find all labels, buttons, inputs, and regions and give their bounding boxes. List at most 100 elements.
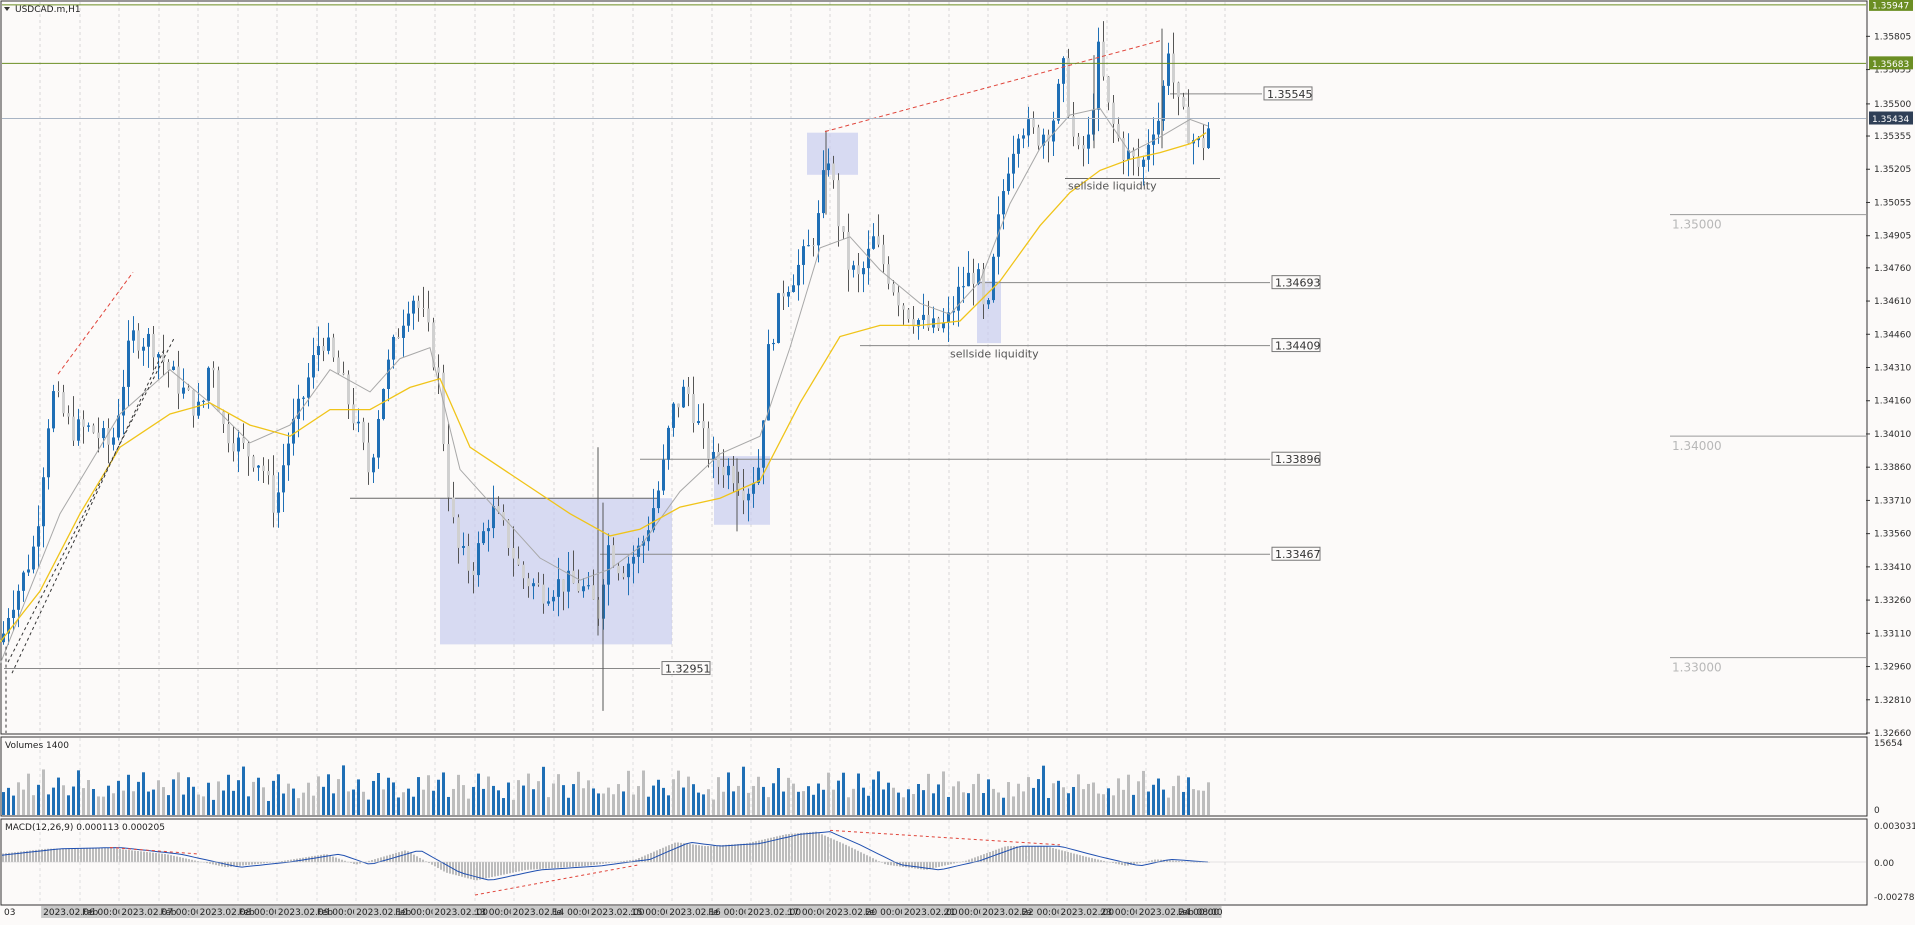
volume-bar [552, 783, 555, 815]
candle-body [702, 421, 705, 429]
candle-body [657, 490, 660, 509]
macd-histogram-bar [806, 832, 808, 862]
candle-body [622, 573, 625, 578]
price-tick-label: 1.32810 [1874, 696, 1911, 706]
price-level-box [1271, 338, 1321, 353]
volumes-frame [0, 736, 1868, 817]
candle-body [512, 547, 515, 559]
macd-histogram-bar [563, 862, 565, 868]
price-level-label: 1.35545 [1267, 88, 1313, 101]
volume-bar [182, 794, 185, 815]
macd-histogram-bar [764, 839, 766, 862]
volume-bar [1167, 797, 1170, 815]
candle-body [997, 214, 1000, 257]
candle-body [662, 459, 665, 491]
macd-histogram-bar [722, 845, 724, 862]
macd-histogram-bar [341, 859, 343, 862]
macd-histogram-bar [863, 853, 865, 862]
macd-histogram-bar [89, 847, 91, 862]
macd-histogram-bar [719, 845, 721, 862]
candle-body [472, 570, 475, 576]
round-level-label: 1.34000 [1672, 439, 1722, 453]
macd-histogram-bar [473, 862, 475, 880]
volume-bar [1052, 783, 1055, 815]
macd-histogram-bar [1154, 859, 1156, 862]
candle-body [492, 506, 495, 529]
macd-histogram-bar [1118, 862, 1120, 865]
candle-body [1107, 76, 1110, 103]
macd-histogram-bar [266, 862, 268, 863]
date-label-bg [197, 906, 283, 918]
volume-bar [187, 777, 190, 815]
candle-body [722, 466, 725, 476]
macd-histogram-bar [845, 844, 847, 862]
macd-histogram-bar [245, 862, 247, 866]
macd-histogram-bar [257, 862, 259, 864]
macd-histogram-bar [782, 834, 784, 862]
macd-histogram-bar [569, 862, 571, 868]
candle-body [117, 415, 120, 438]
candle-body [947, 312, 950, 323]
macd-histogram-bar [833, 839, 835, 862]
candle-body [497, 506, 500, 513]
macd-histogram-bar [239, 862, 241, 866]
slow-moving-average-line [0, 132, 1207, 643]
candle-body [217, 370, 220, 412]
volume-bar [1042, 765, 1045, 815]
macd-histogram-bar [350, 862, 352, 863]
macd-histogram-bar [479, 862, 481, 880]
zones [440, 132, 1001, 645]
macd-histogram-bar [665, 846, 667, 862]
volume-bar [2, 792, 5, 815]
candle-body [1062, 58, 1065, 84]
macd-histogram-bar [464, 862, 466, 878]
macd-histogram-bar [92, 847, 94, 862]
volume-bar [202, 796, 205, 815]
macd-histogram-bar [494, 862, 496, 877]
macd-histogram-bar [548, 862, 550, 869]
candle-body [182, 387, 185, 394]
macd-histogram-bar [1016, 846, 1018, 862]
macd-histogram-bar [11, 852, 13, 862]
candle-body [1102, 41, 1105, 77]
candle-body [917, 319, 920, 327]
volume-bar [912, 794, 915, 815]
date-label-bg [667, 906, 752, 918]
macd-histogram-bar [896, 862, 898, 867]
price-tick-label: 1.34905 [1874, 232, 1911, 242]
candle-body [317, 346, 320, 356]
volume-bar [1037, 779, 1040, 815]
volume-bar [392, 782, 395, 815]
macd-histogram-bar [926, 862, 928, 870]
macd-histogram-bar [212, 862, 214, 865]
volume-bar [992, 788, 995, 815]
macd-histogram-bar [1049, 847, 1051, 862]
candle-body [667, 427, 670, 460]
candle-body [297, 398, 300, 419]
volume-bar [477, 773, 480, 815]
macd-histogram-bar [320, 854, 322, 862]
macd-histogram-bar [140, 851, 142, 862]
volume-bar [657, 779, 660, 815]
price-tag-box [1869, 56, 1913, 70]
volume-bar [887, 782, 890, 815]
volume-bar [1077, 774, 1080, 815]
candle-body [482, 531, 485, 544]
symbol-header[interactable]: USDCAD.m,H1 [4, 5, 81, 15]
candle-body [47, 428, 50, 478]
date-label: 2023.02.16 00:00 [669, 908, 750, 918]
macd-histogram-bar [611, 862, 613, 863]
macd-histogram-bar [179, 857, 181, 862]
macd-histogram-bar [512, 862, 514, 873]
volume-bar [952, 786, 955, 815]
price-tag-label: 1.35683 [1872, 60, 1909, 70]
fast-moving-average-line [0, 107, 1209, 665]
candle-body [507, 520, 510, 548]
macd-histogram-bar [518, 862, 520, 872]
macd-histogram-bar [935, 862, 937, 868]
volume-bar [382, 789, 385, 815]
macd-histogram-bar [857, 850, 859, 862]
candle-body [1202, 138, 1205, 149]
candle-body [462, 546, 465, 548]
candle-body [677, 403, 680, 408]
